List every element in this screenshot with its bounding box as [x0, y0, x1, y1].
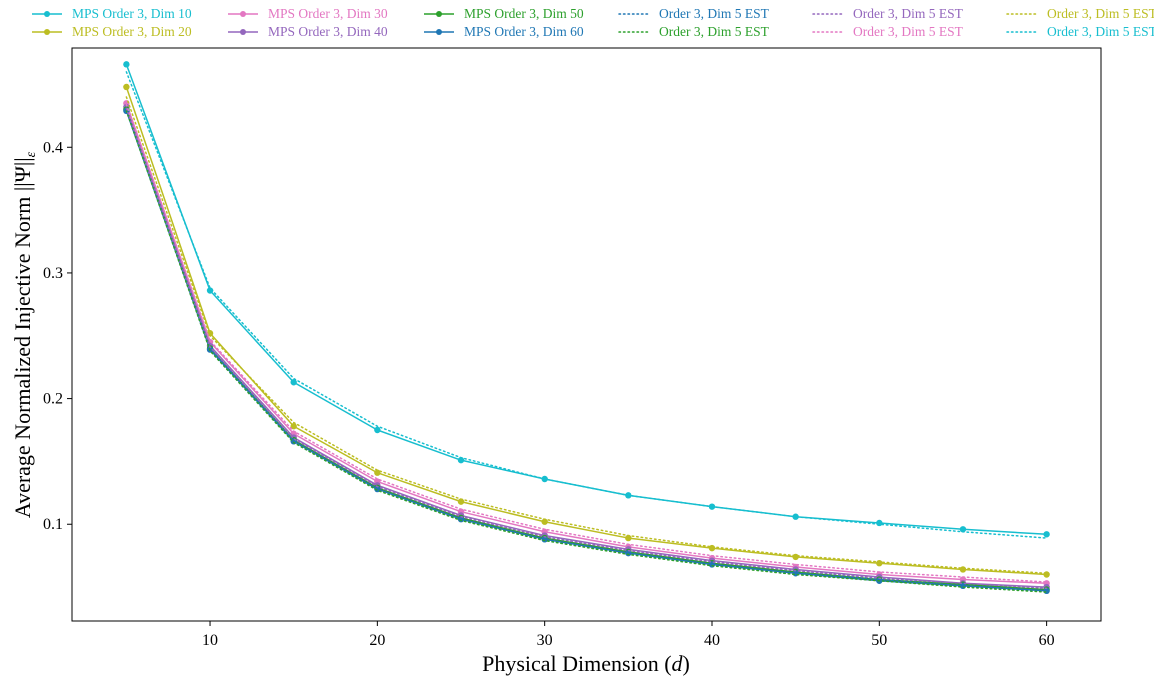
legend-item: MPS Order 3, Dim 30 — [226, 5, 388, 23]
y-ticks: 0.1 0.2 0.3 0.4 — [43, 139, 72, 533]
series-line — [125, 64, 1047, 536]
data-point — [1043, 531, 1050, 538]
data-point — [290, 379, 297, 386]
x-tick-label: 40 — [704, 632, 720, 649]
series-6 — [125, 108, 1048, 592]
x-axis-label-var: d — [672, 651, 684, 676]
legend-label: Order 3, Dim 5 EST — [1047, 6, 1154, 21]
legend-label: Order 3, Dim 5 EST — [659, 6, 769, 21]
legend: MPS Order 3, Dim 10 MPS Order 3, Dim 20 MP… — [0, 0, 1154, 44]
data-point — [374, 469, 381, 476]
series-line — [125, 107, 1048, 590]
legend-swatch — [1006, 13, 1038, 15]
legend-item: MPS Order 3, Dim 60 — [422, 23, 584, 41]
data-point — [123, 61, 130, 68]
legend-label: Order 3, Dim 5 EST — [1047, 24, 1154, 39]
x-tick-label: 20 — [369, 632, 385, 649]
data-point — [876, 519, 883, 527]
series-layer — [123, 61, 1050, 595]
series-line — [125, 110, 1048, 593]
plot-frame — [71, 47, 1102, 622]
legend-swatch — [424, 11, 454, 17]
y-axis-label: Average Normalized Injective Norm ||Ψ||ε — [10, 151, 39, 518]
series-11 — [125, 71, 1048, 539]
series-2 — [123, 100, 1050, 587]
series-10 — [125, 96, 1048, 574]
legend-swatch — [812, 31, 844, 33]
series-9 — [125, 103, 1048, 583]
series-line — [125, 108, 1048, 592]
y-tick-label: 0.2 — [43, 391, 63, 408]
legend-item: MPS Order 3, Dim 50 — [422, 5, 584, 23]
series-line — [125, 106, 1047, 588]
legend-swatch — [424, 29, 454, 35]
data-point — [374, 426, 381, 434]
legend-item: MPS Order 3, Dim 20 — [30, 23, 192, 41]
legend-label: Order 3, Dim 5 EST — [659, 24, 769, 39]
legend-swatch — [228, 29, 258, 35]
x-tick-label: 30 — [537, 632, 553, 649]
legend-swatch — [32, 29, 62, 35]
legend-item: Order 3, Dim 5 EST — [811, 23, 963, 41]
data-point — [1043, 571, 1050, 578]
legend-label: MPS Order 3, Dim 40 — [268, 24, 388, 39]
x-axis-label-part: Physical Dimension ( — [482, 651, 671, 676]
x-axis-label-part: ) — [683, 651, 690, 676]
data-point — [290, 423, 297, 430]
series-0 — [123, 61, 1050, 538]
series-line — [125, 71, 1048, 539]
legend-item: Order 3, Dim 5 EST — [1005, 23, 1154, 41]
legend-swatch — [1006, 31, 1038, 33]
y-tick-label: 0.4 — [43, 139, 63, 156]
data-point — [625, 534, 632, 542]
legend-item: Order 3, Dim 5 EST — [617, 23, 769, 41]
data-point — [457, 498, 465, 505]
series-5 — [123, 107, 1050, 595]
data-point — [123, 83, 130, 91]
series-7 — [125, 110, 1048, 593]
legend-item: Order 3, Dim 5 EST — [1005, 5, 1154, 23]
series-line — [125, 103, 1047, 585]
series-1 — [123, 83, 1050, 578]
y-axis-label-sub: ε — [24, 151, 39, 157]
legend-swatch — [812, 13, 844, 15]
legend-label: Order 3, Dim 5 EST — [853, 24, 963, 39]
legend-label: MPS Order 3, Dim 50 — [464, 6, 584, 21]
x-tick-label: 50 — [871, 632, 887, 649]
y-axis-label-main: Average Normalized Injective Norm ||Ψ|| — [10, 157, 35, 518]
x-axis-label: Physical Dimension (d) — [482, 651, 690, 676]
legend-label: MPS Order 3, Dim 20 — [72, 24, 192, 39]
legend-swatch — [618, 31, 650, 33]
data-point — [959, 566, 967, 573]
series-line — [125, 86, 1047, 576]
legend-item: Order 3, Dim 5 EST — [617, 5, 769, 23]
series-4 — [123, 106, 1050, 593]
x-tick-label: 60 — [1039, 632, 1055, 649]
legend-label: Order 3, Dim 5 EST — [853, 6, 963, 21]
legend-item: MPS Order 3, Dim 40 — [226, 23, 388, 41]
legend-label: MPS Order 3, Dim 60 — [464, 24, 584, 39]
legend-swatch — [32, 11, 62, 17]
data-point — [541, 518, 548, 525]
data-point — [457, 456, 465, 464]
y-tick-label: 0.1 — [43, 516, 63, 533]
legend-label: MPS Order 3, Dim 30 — [268, 6, 388, 21]
series-line — [125, 96, 1048, 574]
x-ticks: 10 20 30 40 50 60 — [202, 621, 1055, 649]
legend-swatch — [228, 11, 258, 17]
data-point — [959, 526, 967, 533]
legend-swatch — [618, 13, 650, 15]
series-line — [125, 103, 1048, 583]
legend-item: Order 3, Dim 5 EST — [811, 5, 963, 23]
x-tick-label: 10 — [202, 632, 218, 649]
series-8 — [125, 107, 1048, 590]
legend-label: MPS Order 3, Dim 10 — [72, 6, 192, 21]
legend-item: MPS Order 3, Dim 10 — [30, 5, 192, 23]
data-point — [792, 513, 799, 520]
data-point — [876, 559, 883, 567]
y-tick-label: 0.3 — [43, 265, 63, 282]
